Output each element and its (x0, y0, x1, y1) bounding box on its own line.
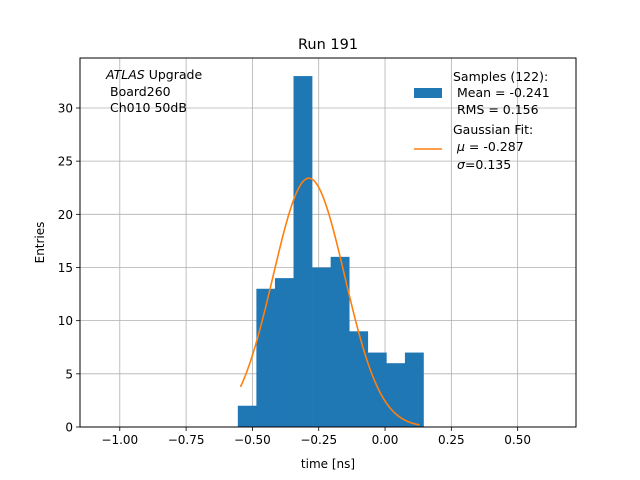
y-tick-label-3: 15 (58, 261, 73, 275)
histogram-bar-0 (237, 405, 257, 427)
y-tick-label-1: 5 (65, 367, 73, 381)
x-tick-label-3: −0.25 (300, 433, 337, 447)
x-tick-label-6: 0.50 (504, 433, 531, 447)
gaussian-fit-line (239, 177, 420, 426)
y-tick-label-4: 20 (58, 208, 73, 222)
y-axis-label: Entries (33, 222, 47, 264)
axis-ticks: −1.00 −0.75 −0.50 −0.25 0.00 0.25 0.50 0 5 10 15 20… (58, 101, 531, 447)
legend-fit-sigma: σ=0.135 (457, 157, 511, 172)
histogram-bar-4 (312, 267, 331, 427)
mu-symbol: μ (456, 139, 465, 154)
legend: Samples (122): Mean = -0.241 RMS = 0.156… (414, 69, 550, 172)
channel-label: Ch010 50dB (110, 100, 187, 115)
board-label: Board260 (110, 84, 171, 99)
legend-fit-title: Gaussian Fit: (453, 122, 533, 137)
histogram-bar-8 (386, 363, 406, 427)
legend-samples-mean: Mean = -0.241 (453, 85, 550, 100)
histogram-bars (237, 76, 424, 427)
x-tick-label-1: −0.75 (168, 433, 205, 447)
legend-fit-mu: μ = -0.287 (456, 139, 524, 154)
y-tick-label-2: 10 (58, 314, 73, 328)
x-tick-label-4: 0.00 (372, 433, 399, 447)
experiment-annotation: ATLAS Upgrade Board260 Ch010 50dB (105, 67, 202, 115)
sigma-symbol: σ (457, 157, 466, 172)
y-tick-label-6: 30 (58, 101, 73, 115)
legend-samples-swatch (414, 88, 442, 98)
histogram-bar-5 (330, 256, 350, 427)
y-tick-label-5: 25 (58, 155, 73, 169)
x-axis-label: time [ns] (301, 457, 355, 471)
x-tick-label-2: −0.50 (234, 433, 271, 447)
x-tick-label-5: 0.25 (438, 433, 465, 447)
gaussian-fit-curve (239, 177, 420, 426)
y-tick-label-0: 0 (65, 421, 73, 435)
x-tick-label-0: −1.00 (101, 433, 138, 447)
upgrade-label: Upgrade (145, 67, 203, 82)
chart-title: Run 191 (298, 37, 358, 53)
annotation-line-1: ATLAS Upgrade (105, 67, 202, 82)
legend-samples-title: Samples (122): (453, 69, 548, 84)
plot-frame (79, 57, 577, 428)
histogram-bar-9 (404, 352, 424, 427)
histogram-bar-2 (274, 278, 294, 427)
legend-samples-rms: RMS = 0.156 (453, 102, 539, 117)
histogram-bar-7 (367, 352, 387, 427)
histogram-bar-6 (349, 331, 369, 427)
legend-fit-mu-value: = -0.287 (465, 139, 524, 154)
atlas-label: ATLAS (105, 67, 145, 82)
histogram-bar-3 (293, 76, 313, 427)
legend-fit-sigma-value: =0.135 (465, 157, 511, 172)
